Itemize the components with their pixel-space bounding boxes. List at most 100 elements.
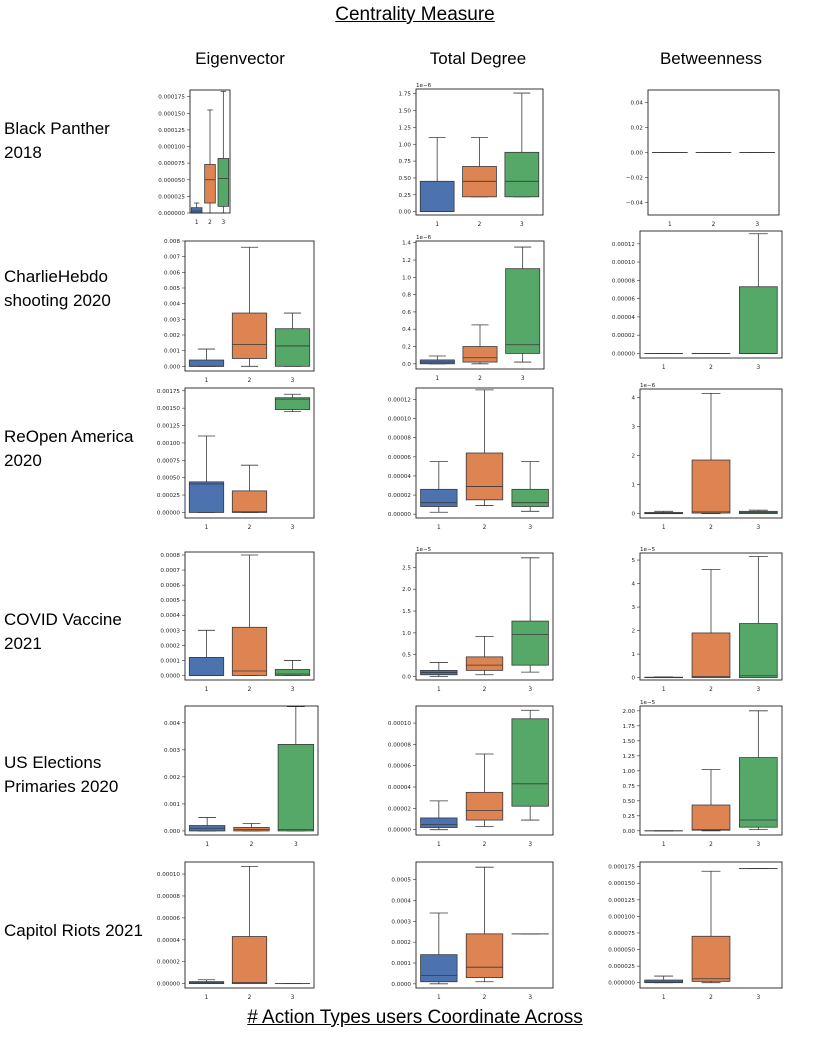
y-tick-label: 1.50	[623, 739, 636, 745]
y-tick-label: 0.00010	[388, 721, 412, 727]
box-group-2	[233, 827, 270, 832]
y-tick-label: 1	[631, 483, 635, 489]
box-group-2	[691, 804, 731, 831]
y-tick-label: 0.75	[623, 784, 636, 790]
x-tick-label: 2	[709, 842, 713, 848]
y-tick-label: 0.4	[402, 327, 411, 333]
y-tick-label: 0.00025	[157, 493, 181, 499]
box-plot-panel: 0 1 2 3 4 1e−6 1 2 3	[631, 383, 783, 531]
y-tick-label: 2	[631, 454, 635, 460]
y-tick-label: 0.00	[399, 210, 412, 216]
column-header-eigenvector: Eigenvector	[195, 49, 285, 68]
box-plot-panel: 0.0000 0.0001 0.0002 0.0003 0.0004 0.0005 1 2 3	[391, 861, 554, 1001]
box-plot-panel: 0.0 0.2 0.4 0.6 0.8 1.0 1.2 1.4 1e−6 1 2 3	[402, 235, 545, 382]
y-tick-label: 0.00004	[388, 474, 412, 480]
y-tick-label: 0.0	[402, 362, 411, 368]
y-tick-label: 0.000125	[158, 128, 185, 134]
x-tick-label: 2	[483, 525, 487, 531]
y-tick-label: 1.25	[399, 125, 412, 131]
box-plot-panel: 0.0 0.5 1.0 1.5 2.0 2.5 1e−5 1 2 3	[402, 547, 554, 693]
x-tick-label: 3	[756, 995, 760, 1001]
row-label-charliehebdo: CharlieHebdo shooting 2020	[4, 265, 154, 313]
y-tick-label: 0.75	[399, 159, 412, 165]
x-tick-label: 1	[662, 995, 666, 1001]
y-tick-label: 0.0	[402, 675, 411, 681]
y-tick-label: 0.000150	[608, 881, 635, 887]
plot-area: 0.0 0.5 1.0 1.5 2.0 2.5 1e−5 1 2 3	[402, 547, 554, 693]
x-tick-label: 1	[205, 687, 209, 693]
axis-offset-label: 1e−5	[416, 547, 432, 553]
y-tick-label: 0.008	[164, 239, 180, 245]
y-tick-label: −0.02	[626, 176, 643, 182]
box-plot-panel: 0.00000 0.00025 0.00050 0.00075 0.00100 0.001…	[157, 387, 315, 531]
x-tick-label: 1	[662, 842, 666, 848]
x-tick-label: 1	[205, 525, 209, 531]
y-tick-label: 0.0003	[391, 919, 411, 925]
y-tick-label: 0.00006	[612, 297, 636, 303]
y-tick-label: 1.0	[402, 631, 411, 637]
plot-area: 0.00000 0.00002 0.00004 0.00006 0.00008 0.000…	[612, 230, 783, 371]
y-tick-label: 0.00004	[388, 785, 412, 791]
box-plot-panel: 0.00000 0.00002 0.00004 0.00006 0.00008 0.000…	[612, 230, 783, 371]
plot-area: 0 1 2 3 4 5 1e−5 1 2 3	[631, 547, 783, 693]
row-label-covid-vaccine: COVID Vaccine 2021	[4, 608, 154, 656]
row-label-line2: shooting 2020	[4, 291, 111, 310]
y-tick-label: 0.00002	[388, 806, 411, 812]
x-tick-label: 3	[528, 525, 532, 531]
plot-area: 0.0000 0.0001 0.0002 0.0003 0.0004 0.0005 0.00…	[160, 551, 315, 693]
y-tick-label: 0.5	[402, 653, 411, 659]
x-tick-label: 3	[528, 842, 532, 848]
box-plot-panel: 0.00000 0.00002 0.00004 0.00006 0.00008 0.000…	[157, 861, 315, 1001]
box-plot-panel: 0.00 0.25 0.50 0.75 1.00 1.25 1.50 1.75 1e−6 1 2 3	[399, 83, 544, 228]
y-tick-label: 0.00006	[157, 916, 181, 922]
y-tick-label: 1.25	[623, 754, 636, 760]
y-tick-label: 0.00008	[612, 278, 636, 284]
y-tick-label: 0.00010	[157, 872, 181, 878]
x-tick-label: 2	[483, 687, 487, 693]
box-group-3	[274, 328, 311, 367]
plot-area: 0.00000 0.00025 0.00050 0.00075 0.00100 0.001…	[157, 387, 315, 531]
row-label-capitol-riots: Capitol Riots 2021	[4, 919, 154, 943]
y-tick-label: 0.0006	[160, 583, 180, 589]
plot-area: 0.00 0.25 0.50 0.75 1.00 1.25 1.50 1.75 1e−6 1 2 3	[399, 83, 544, 228]
y-tick-label: 1.50	[399, 109, 412, 115]
box-plot-panel: 0.00000 0.00002 0.00004 0.00006 0.00008 0.000…	[388, 387, 554, 531]
y-tick-label: 0.0002	[391, 940, 411, 946]
y-tick-label: 0.50	[399, 176, 412, 182]
y-tick-label: 0.00008	[157, 894, 181, 900]
y-tick-label: 0.0004	[391, 899, 411, 905]
box-group-3	[277, 744, 314, 832]
y-tick-label: 0.000100	[608, 914, 635, 920]
plot-area: −0.04 −0.02 0.00 0.02 0.04 1 2 3	[626, 89, 780, 228]
column-header-betweenness: Betweenness	[659, 49, 763, 68]
box-group-3	[739, 757, 778, 828]
y-tick-label: 0.0001	[391, 961, 411, 967]
y-tick-label: 0.2	[402, 345, 411, 351]
y-tick-label: 0.0000	[160, 673, 180, 679]
x-tick-label: 1	[435, 222, 439, 228]
x-tick-label: 3	[291, 995, 295, 1001]
y-tick-label: 0.00	[623, 829, 636, 835]
y-tick-label: 0.00125	[157, 424, 181, 430]
plot-area: 0.000000 0.000025 0.000050 0.000075 0.000100…	[608, 861, 783, 1001]
box-group-1	[188, 481, 225, 513]
row-label-us-elections: US Elections Primaries 2020	[4, 751, 154, 799]
x-tick-label: 2	[478, 222, 482, 228]
y-tick-label: 0.25	[623, 814, 636, 820]
box-plot-panel: −0.04 −0.02 0.00 0.02 0.04 1 2 3	[626, 89, 780, 228]
box-plot-panel: 0.000000 0.000025 0.000050 0.000075 0.000100…	[608, 861, 783, 1001]
plot-area: 0.00000 0.00002 0.00004 0.00006 0.00008 0.000…	[388, 387, 554, 531]
y-tick-label: 0.00006	[388, 455, 412, 461]
x-tick-label: 1	[205, 378, 209, 384]
box-group-1	[644, 979, 683, 984]
y-tick-label: 0.00012	[388, 397, 411, 403]
y-tick-label: 0.50	[623, 799, 636, 805]
axes-frame	[647, 89, 780, 216]
y-tick-label: 0.00175	[157, 389, 181, 395]
y-tick-label: 0.00008	[388, 742, 412, 748]
axes-frame	[184, 387, 315, 519]
y-tick-label: 1.5	[402, 609, 411, 615]
box-plot-panel: 0.00 0.25 0.50 0.75 1.00 1.25 1.50 1.75 2.00 1e−5…	[623, 700, 783, 848]
y-tick-label: 0.00010	[612, 260, 636, 266]
y-tick-label: 0.006	[164, 270, 180, 276]
